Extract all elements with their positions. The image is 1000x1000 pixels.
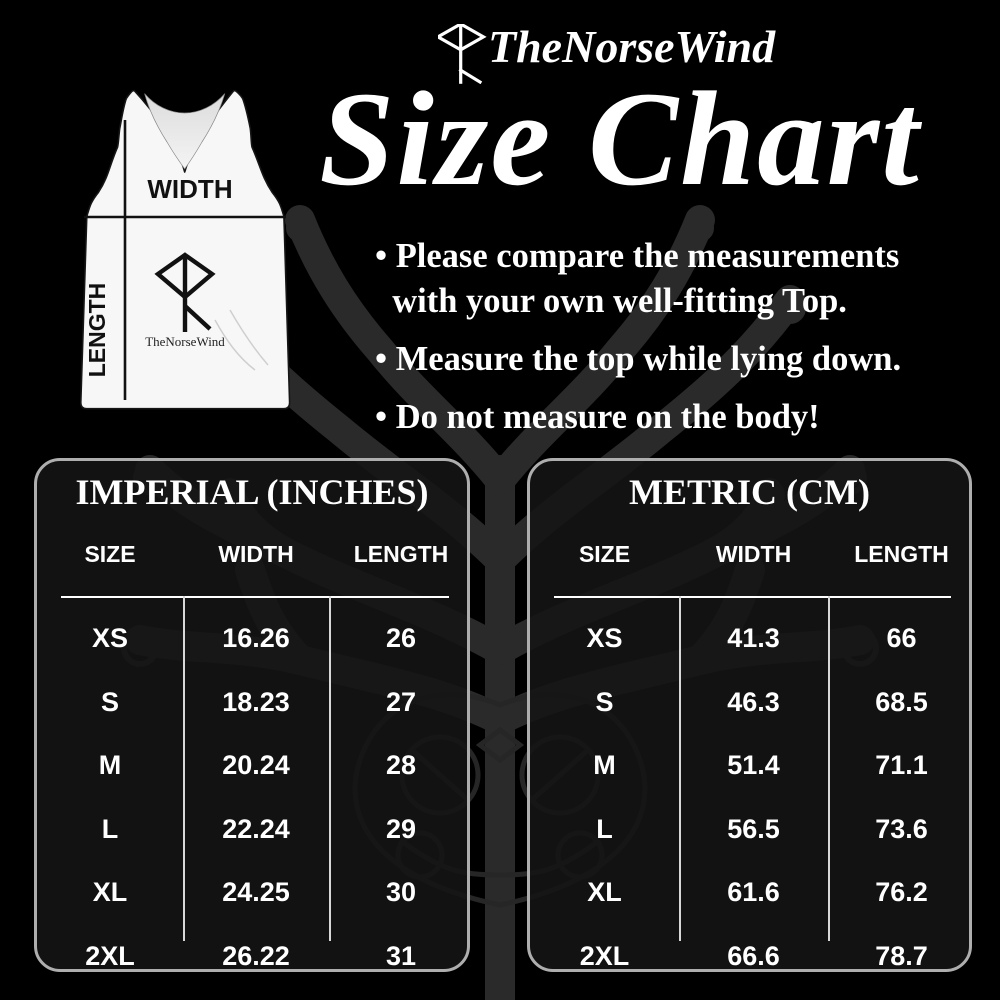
svg-text:LENGTH: LENGTH [84,283,110,378]
svg-text:WIDTH: WIDTH [147,174,232,204]
svg-text:TheNorseWind: TheNorseWind [145,334,225,349]
